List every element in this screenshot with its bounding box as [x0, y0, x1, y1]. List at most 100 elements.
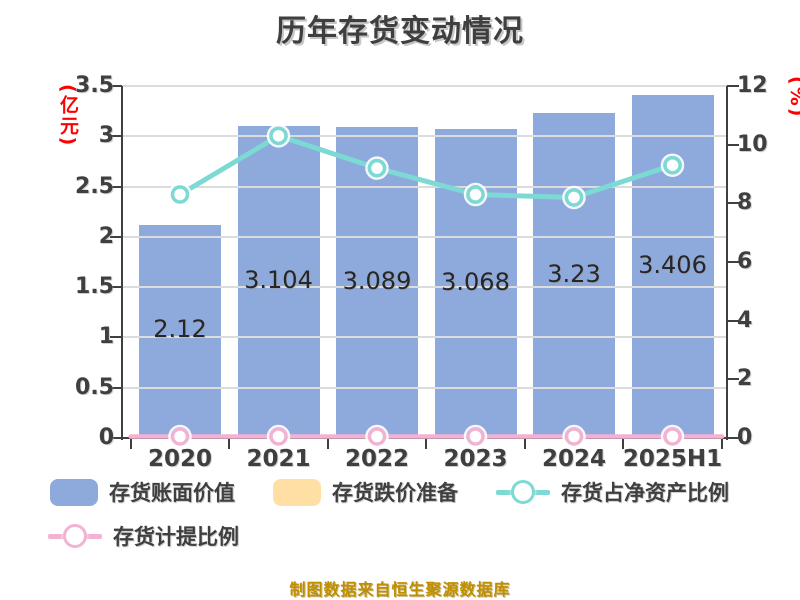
legend-circle-marker-icon: [63, 524, 87, 548]
circle-marker-icon: [367, 158, 387, 178]
left-tick-mark: [110, 235, 122, 238]
left-tick-mark: [110, 437, 122, 439]
left-tick-mark: [110, 85, 122, 87]
marker-halo: [266, 124, 291, 148]
circle-marker-icon: [170, 185, 190, 204]
marker-halo: [463, 424, 488, 449]
x-tick-mark: [228, 438, 231, 449]
circle-marker-icon: [466, 185, 485, 204]
marker-halo: [168, 424, 192, 449]
circle-marker-icon: [367, 427, 387, 446]
circle-marker-icon: [170, 427, 190, 446]
legend-label: 存货账面价值: [109, 481, 235, 505]
left-axis-line: [121, 86, 123, 440]
right-axis-tick-label: 4: [737, 307, 753, 333]
line-net-asset-ratio: [177, 133, 675, 200]
left-tick-mark: [110, 336, 122, 339]
bar-value-label: 3.23: [547, 259, 601, 288]
gridline: [122, 386, 727, 389]
gridline: [122, 135, 727, 138]
marker-halo: [266, 424, 291, 449]
left-axis-tick-label: 0: [98, 425, 114, 450]
legend-line-marker-pink: [48, 523, 102, 549]
circle-marker-icon: [466, 427, 485, 446]
x-tick-mark: [326, 438, 329, 449]
x-axis-label-2024: 2024: [541, 446, 606, 472]
x-tick-mark: [523, 438, 526, 449]
x-tick-mark: [720, 438, 723, 449]
right-tick-mark: [727, 437, 739, 439]
bar-2024: [533, 113, 615, 438]
legend-label: 存货占净资产比例: [561, 481, 729, 505]
circle-marker-icon: [564, 427, 584, 446]
left-tick-mark: [110, 185, 122, 188]
bar-2021: [237, 125, 320, 438]
bar-2020: [139, 224, 221, 438]
right-tick-mark: [727, 319, 739, 322]
marker-halo: [562, 424, 586, 449]
gridline: [122, 336, 727, 339]
circle-marker-icon: [663, 155, 682, 175]
legend-item-inventory-impairment: 存货跌价准备: [273, 477, 458, 507]
bar-value-label: 3.068: [441, 267, 510, 296]
marker-halo: [168, 182, 192, 207]
legend-swatch-bar-orange: [273, 478, 321, 506]
left-axis-tick-label: 0.5: [75, 374, 114, 400]
legend-label: 存货跌价准备: [332, 481, 458, 505]
left-tick-mark: [110, 386, 122, 389]
x-axis-label-2025H1: 2025H1: [622, 446, 723, 472]
right-tick-mark: [727, 261, 739, 263]
left-tick-mark: [110, 135, 122, 138]
legend-item-inventory-net-asset-ratio: 存货占净资产比例: [496, 477, 729, 507]
x-axis-label-2021: 2021: [246, 446, 311, 472]
circle-marker-icon: [663, 427, 682, 446]
data-source-note: 制图数据来自恒生聚源数据库: [289, 580, 511, 599]
marker-halo: [463, 182, 488, 207]
chart-title: 历年存货变动情况: [276, 14, 524, 49]
marker-halo: [365, 424, 389, 449]
left-axis-tick-label: 1.5: [75, 274, 114, 300]
gridline: [122, 286, 727, 289]
left-axis-tick-label: 3.5: [75, 73, 114, 98]
right-tick-mark: [727, 378, 739, 381]
right-axis-line: [726, 86, 728, 440]
marker-halo: [365, 156, 389, 180]
circle-marker-icon: [564, 188, 584, 207]
x-axis-label-2023: 2023: [443, 446, 508, 472]
left-axis-tick-label: 2.5: [75, 173, 114, 199]
x-tick-mark: [129, 438, 132, 449]
legend-label: 存货计提比例: [113, 525, 239, 549]
legend-line-marker-teal: [496, 479, 550, 505]
right-axis-tick-label: 8: [737, 190, 753, 216]
bar-2025H1: [631, 95, 714, 438]
bar-value-label: 2.12: [153, 315, 207, 344]
right-tick-mark: [727, 143, 739, 146]
bar-value-label: 3.104: [244, 265, 313, 294]
left-tick-mark: [110, 286, 122, 289]
legend-item-inventory-book-value: 存货账面价值: [50, 477, 235, 507]
left-axis-tick-label: 3: [98, 123, 114, 149]
x-axis-label-2020: 2020: [147, 446, 212, 472]
bar-2023: [434, 129, 517, 438]
right-tick-mark: [727, 202, 739, 205]
left-axis-title: (亿元): [57, 84, 79, 148]
x-tick-mark: [425, 438, 428, 449]
bar-value-label: 3.406: [638, 250, 707, 279]
left-axis-tick-label: 1: [98, 324, 114, 350]
bar-value-label: 3.089: [342, 266, 412, 295]
gridline: [122, 85, 727, 87]
marker-halo: [562, 185, 586, 210]
right-tick-mark: [727, 85, 739, 87]
circle-marker-icon: [269, 427, 288, 446]
left-axis-tick-label: 2: [98, 223, 114, 249]
right-axis-tick-label: 10: [737, 131, 768, 157]
legend-swatch-bar-blue: [50, 478, 98, 506]
right-axis-tick-label: 0: [737, 425, 753, 450]
x-axis-label-2022: 2022: [344, 446, 409, 472]
right-axis-title-clipped: (%): [786, 76, 800, 119]
marker-halo: [660, 153, 685, 177]
right-axis-tick-label: 2: [737, 366, 753, 392]
